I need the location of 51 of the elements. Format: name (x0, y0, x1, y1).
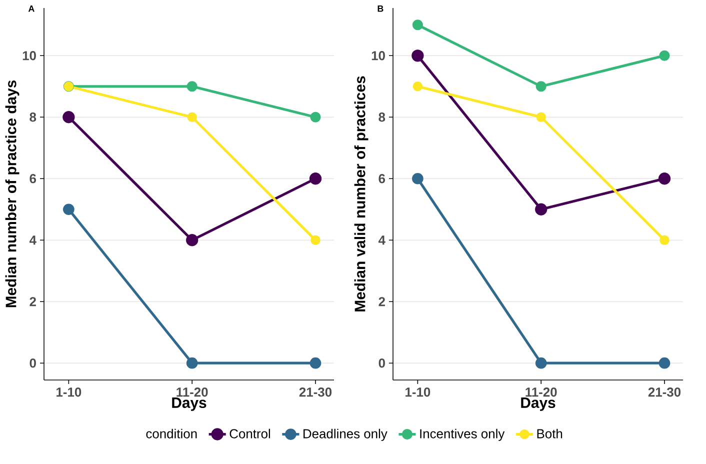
point (412, 50, 424, 62)
point (412, 20, 423, 30)
y-tick-label: 6 (30, 174, 36, 184)
legend-label: Both (537, 428, 562, 438)
x-tick-label: 11-20 (526, 388, 557, 397)
y-tick-label: 4 (29, 236, 36, 245)
y-tick-label: 8 (30, 112, 36, 122)
legend-title: condition (146, 428, 197, 438)
point (62, 111, 75, 124)
x-tick-label: 21-30 (648, 388, 681, 397)
point (412, 82, 423, 92)
y-tick-label: 6 (378, 174, 386, 184)
point (535, 203, 548, 216)
y-tick-label: 10 (372, 51, 385, 60)
point (536, 112, 546, 122)
point (187, 112, 197, 122)
point (412, 172, 424, 184)
point (536, 81, 546, 92)
point (535, 357, 547, 369)
x-tick-label: 1-10 (56, 388, 82, 397)
point (310, 357, 322, 369)
y-tick-label: 8 (378, 112, 386, 122)
y-tick-label: 0 (30, 358, 36, 368)
point (658, 357, 670, 369)
x-axis-title: Days (172, 398, 206, 411)
y-tick-label: 4 (378, 236, 386, 245)
point (63, 204, 74, 216)
chart-title: A (28, 6, 34, 12)
legend-label: Incentives only (420, 428, 505, 441)
y-axis-title: Median valid number of practices (354, 76, 368, 312)
point (310, 112, 321, 122)
x-axis-title: Days (521, 398, 556, 411)
y-tick-label: 2 (30, 297, 36, 306)
x-tick-label: 11-20 (176, 388, 208, 397)
point (186, 81, 198, 92)
y-tick-label: 10 (22, 51, 36, 60)
legend-label: Deadlines only (304, 428, 388, 441)
y-tick-label: 0 (378, 358, 385, 368)
point (186, 357, 198, 369)
point (309, 172, 322, 185)
x-tick-label: 21-30 (299, 388, 332, 397)
y-axis-title: Median number of practice days (5, 80, 20, 308)
point (659, 50, 670, 61)
chart-title: B (378, 6, 384, 12)
point (658, 172, 671, 185)
point (186, 234, 198, 246)
y-tick-label: 2 (378, 297, 385, 306)
x-tick-label: 1-10 (406, 388, 430, 397)
point (660, 235, 670, 245)
legend-label: Control (230, 428, 270, 438)
point (310, 235, 320, 245)
